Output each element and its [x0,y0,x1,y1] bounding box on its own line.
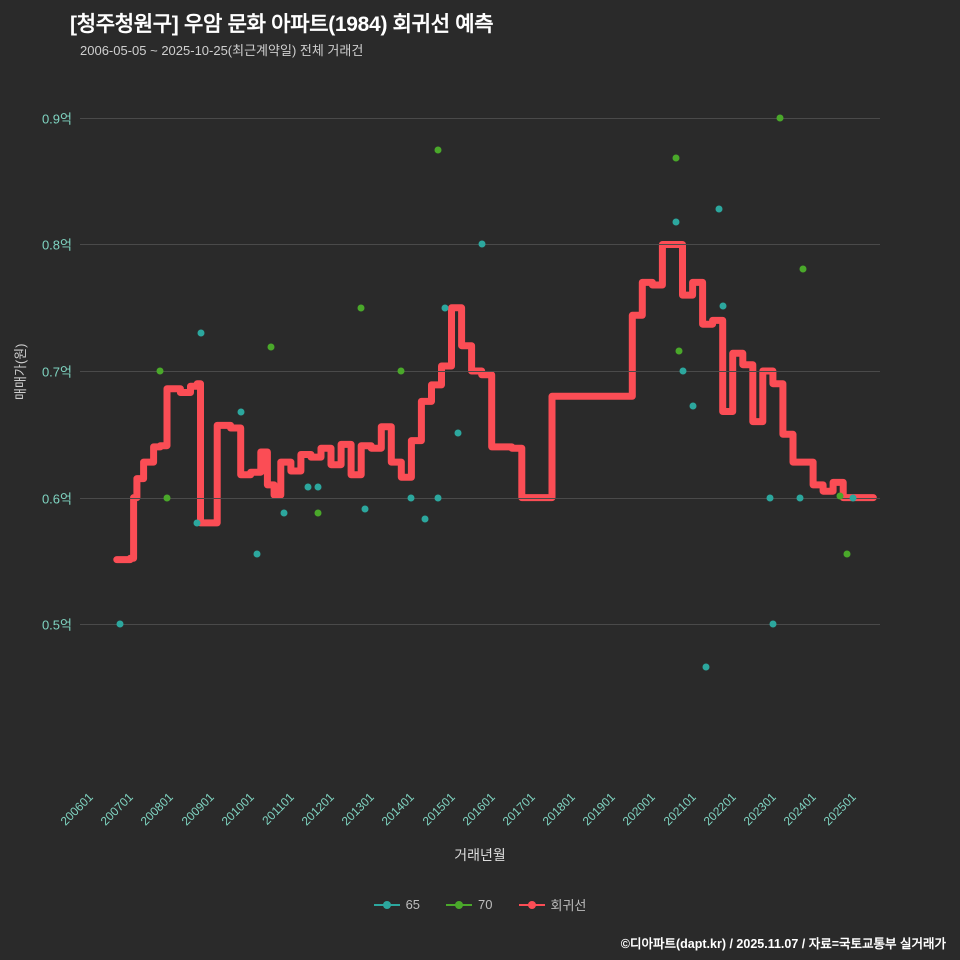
gridline: 0.6억 [42,491,880,506]
legend-label: 65 [405,897,421,912]
data-point [407,494,415,502]
plot-area: 0.5억 0.6억 0.7억 0.8억 0.9억 [42,80,880,700]
data-point [702,663,710,671]
data-point [314,483,322,491]
data-point [849,494,857,502]
data-point [304,483,312,491]
gridline: 0.7억 [42,365,880,380]
data-point [843,550,851,558]
data-point [769,620,777,628]
data-point [156,367,164,375]
data-point [116,620,124,628]
data-point [193,519,201,527]
data-point [397,367,405,375]
data-point [672,154,680,162]
y-axis-label: 매매가(원) [13,343,28,401]
data-point [836,492,844,500]
y-tick-label: 0.9억 [41,111,72,127]
page-title: [청주청원구] 우암 문화 아파트(1984) 회귀선 예측 [70,13,494,36]
x-axis-ticks: 200601 200701 200801 200901 201001 201101 2012… [58,790,880,850]
data-point [689,402,697,410]
data-point [314,509,322,517]
legend-swatch [373,900,400,909]
data-point [267,343,275,351]
y-tick-label: 0.7억 [41,364,72,380]
x-axis-label: 거래년월 [454,847,506,863]
data-point [253,550,261,558]
chart-legend: 65 70 회귀선 [0,895,960,914]
regression-line [113,241,877,564]
data-point [197,329,204,337]
data-point [715,205,723,213]
data-point [280,509,288,517]
chart-subtitle: 2006-05-05 ~ 2025-10-25(최근계약일) 전체 거래건 [80,43,364,58]
legend-item[interactable]: 회귀선 [518,895,587,914]
data-point [434,146,442,154]
data-point [361,505,369,513]
data-point [454,429,462,437]
gridline: 0.5억 [42,618,880,633]
data-point [796,494,804,502]
data-point [679,367,686,375]
data-point [237,408,245,415]
legend-label: 70 [478,897,493,912]
legend-item[interactable]: 70 [446,897,493,912]
footer-credit: ©디아파트(dapt.kr) / 2025.11.07 / 자료=국토교통부 실… [620,937,946,951]
gridline: 0.9억 [42,111,880,126]
data-point [441,304,449,312]
y-tick-label: 0.8억 [41,237,72,253]
data-point [421,515,429,523]
legend-swatch [518,900,545,909]
legend-label: 회귀선 [550,898,587,913]
data-point [434,494,442,502]
data-point [357,304,365,312]
data-point [163,494,171,502]
legend-item[interactable]: 65 [373,897,421,912]
data-point [478,240,486,248]
data-point [672,218,680,226]
legend-swatch [446,900,473,909]
data-point [766,494,774,502]
data-point [719,302,727,310]
y-tick-label: 0.6억 [41,491,72,507]
data-point [799,265,807,273]
data-point [776,114,784,122]
y-tick-label: 0.5억 [41,617,72,633]
data-point [675,347,683,355]
